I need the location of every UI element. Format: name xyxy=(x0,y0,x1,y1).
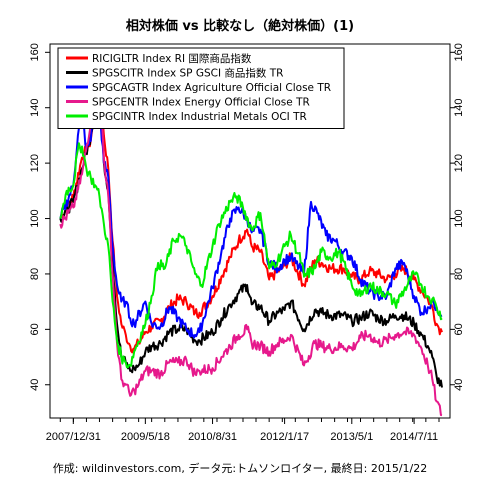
chart-title: 相対株価 vs 比較なし（絶対株価）(1) xyxy=(126,18,354,34)
legend-label-2: SPGSCITR Index SP GSCI 商品指数 TR xyxy=(92,67,283,80)
y-tick-label-right-5: 120 xyxy=(453,154,465,172)
y-tick-label-left-1: 40 xyxy=(29,379,41,391)
x-tick-label-4: 2012/1/17 xyxy=(260,431,309,443)
y-tick-label-left-7: 160 xyxy=(29,43,41,61)
y-tick-label-left-4: 100 xyxy=(29,209,41,227)
y-tick-label-right-6: 140 xyxy=(453,99,465,117)
plot-frame xyxy=(49,43,451,419)
x-tick-label-6: 2014/7/11 xyxy=(390,431,438,443)
series-line-4 xyxy=(59,73,443,417)
x-tick-label-2: 2009/5/18 xyxy=(121,431,170,443)
y-tick-label-left-3: 80 xyxy=(29,268,41,280)
y-tick-label-right-3: 80 xyxy=(453,268,465,280)
legend-label-4: SPGCENTR Index Energy Official Close TR xyxy=(92,97,310,109)
axis-layer: 40 40 60 60 80 80 100 100 120 120 140 140 160 160 2007… xyxy=(29,43,465,443)
chart-caption: 作成: wildinvestors.com, データ元:トムソンロイター, 最終… xyxy=(53,461,427,475)
legend: RICIGLTR Index RI 国際商品指数 SPGSCITR Index S… xyxy=(57,47,345,129)
legend-label-5: SPGCINTR Index Industrial Metals OCI TR xyxy=(92,111,307,123)
series-line-1 xyxy=(59,79,443,354)
legend-label-3: SPGCAGTR Index Agriculture Official Clos… xyxy=(92,82,331,94)
y-tick-label-right-2: 60 xyxy=(453,323,465,335)
y-tick-label-left-6: 140 xyxy=(29,99,41,117)
y-tick-label-right-4: 100 xyxy=(453,209,465,227)
legend-label-1: RICIGLTR Index RI 国際商品指数 xyxy=(92,52,252,65)
series-line-5 xyxy=(59,142,443,369)
x-tick-label-3: 2010/8/31 xyxy=(188,431,237,443)
x-tick-label-1: 2007/12/31 xyxy=(46,431,101,443)
legend-box xyxy=(57,47,345,129)
y-tick-label-left-5: 120 xyxy=(29,154,41,172)
y-tick-label-left-2: 60 xyxy=(29,323,41,335)
x-tick-label-5: 2013/5/1 xyxy=(330,431,373,443)
y-tick-label-right-1: 40 xyxy=(453,379,465,391)
y-tick-label-right-7: 160 xyxy=(453,43,465,61)
series-layer xyxy=(59,73,443,417)
